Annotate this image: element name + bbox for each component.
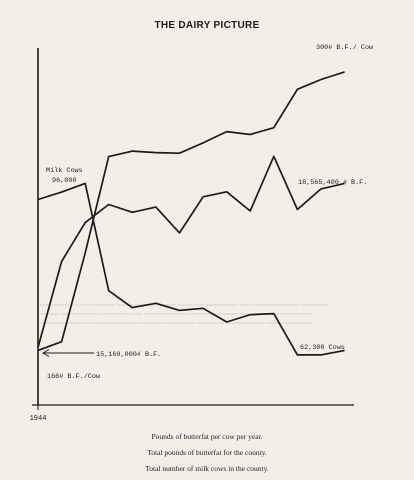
series-line-total_butterfat — [37, 155, 345, 348]
label-butterfat-per-cow-start: 166# B.F./Cow — [47, 373, 101, 381]
bleed-through-texture: ▬▬▬▬▬ ▬▬ ▬▬▬▬ ▬▬▬▬▬▬ ▬▬▬ ▬▬▬▬ ▬▬▬▬▬ ▬▬ ▬… — [40, 301, 328, 326]
label-milk-cows-start-value: 96,000 — [52, 177, 76, 185]
series-line-milk_cows — [37, 182, 345, 356]
series-line-butterfat_per_cow — [37, 71, 345, 352]
label-milk-cows-end: 62,300 Cows — [300, 344, 345, 352]
arrow-head-icon — [42, 349, 50, 357]
chart-title: THE DAIRY PICTURE — [154, 20, 260, 31]
label-total-butterfat-end: 18,565,400 # B.F. — [298, 179, 367, 187]
label-butterfat-per-cow-end: 300# B.F./ Cow — [316, 44, 374, 52]
footer-line-1: Pounds of butterfat per cow per year. — [151, 432, 263, 441]
label-milk-cows-name: Milk Cows — [46, 167, 83, 175]
x-tick-label: 1944 — [30, 415, 47, 423]
footer-line-2: Total pounds of butterfat for the county… — [147, 448, 267, 457]
label-total-butterfat-start: 15,160,000# B.F. — [96, 351, 161, 359]
footer-line-3: Total number of milk cows in the county. — [145, 464, 269, 473]
